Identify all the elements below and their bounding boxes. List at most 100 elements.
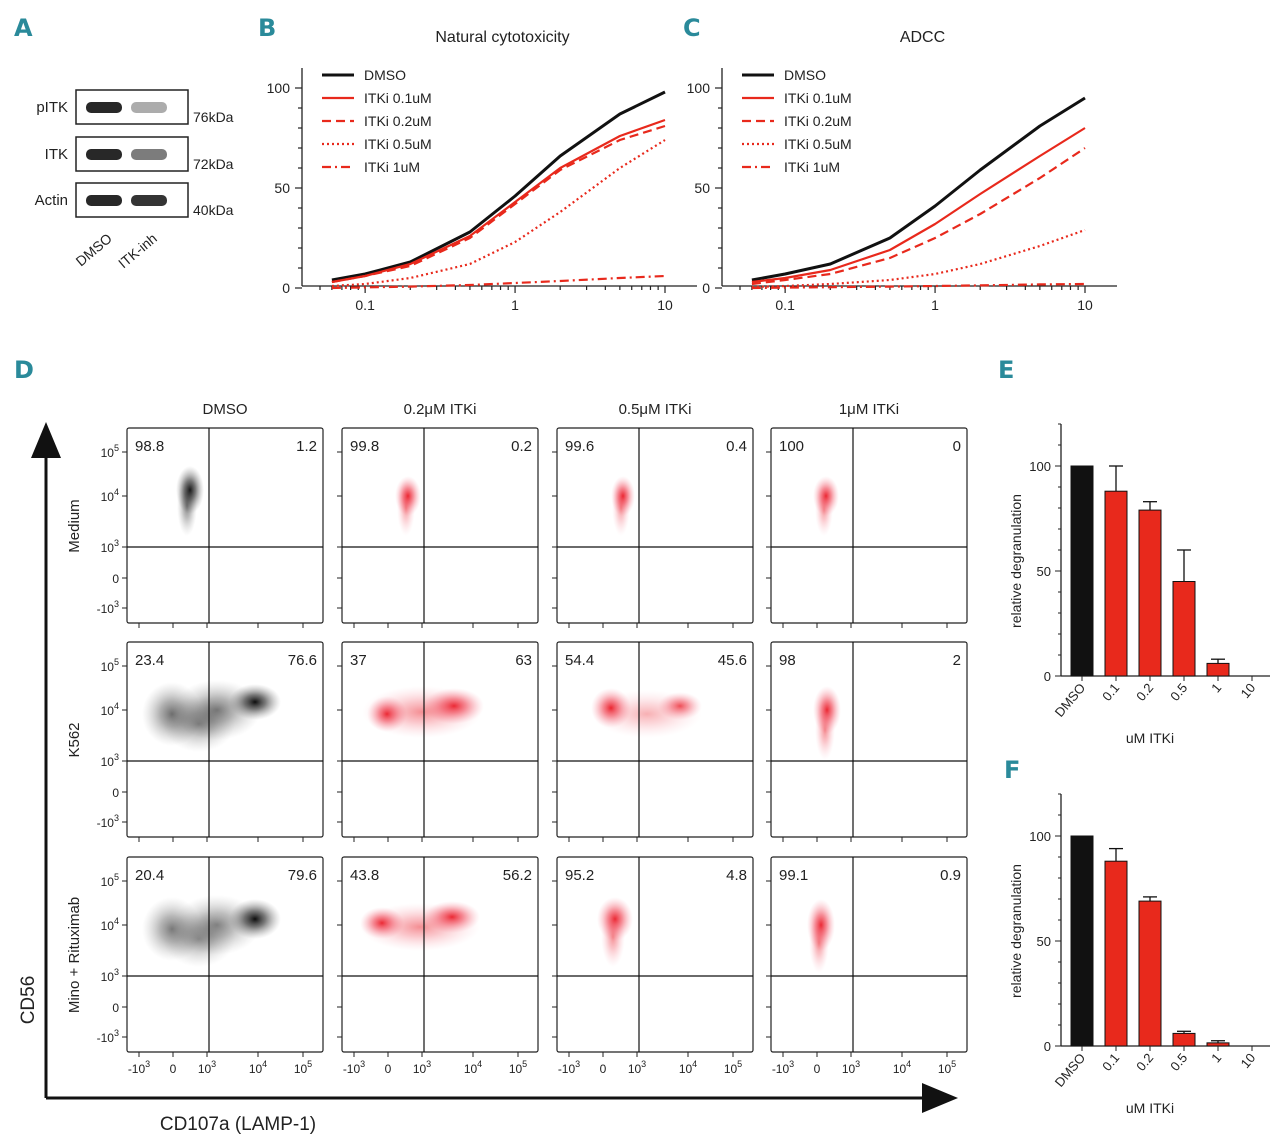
flow-x-tick-exponent: 3 (641, 1059, 646, 1069)
flow-plot (341, 641, 539, 838)
flow-y-tick-base: 10 (101, 541, 115, 555)
blot-row-label: Actin (35, 192, 68, 209)
blot-lane-label: ITK-inh (115, 230, 160, 271)
flow-x-tick-exponent: 4 (477, 1059, 482, 1069)
blot-band (131, 195, 167, 206)
flow-x-tick-label: 105 (294, 1059, 312, 1076)
cd56-axis-label: CD56 (18, 976, 39, 1025)
quadrant-upper-left-value: 37 (350, 652, 367, 669)
flow-y-tick-label: 104 (101, 701, 119, 718)
flow-plot (770, 427, 968, 624)
flow-y-tick-exponent: 3 (114, 538, 119, 548)
flow-y-tick-base: 10 (101, 446, 115, 460)
quadrant-upper-left-value: 99.1 (779, 867, 808, 884)
x-tick-label: 0.5 (1167, 680, 1190, 703)
flow-x-tick-label: -103 (772, 1059, 794, 1076)
flow-x-tick-base: 10 (198, 1062, 212, 1076)
quadrant-upper-left-value: 99.6 (565, 438, 594, 455)
density-blob (163, 911, 235, 967)
flow-x-tick-base: 10 (724, 1062, 738, 1076)
x-axis-label: uM ITKi (1126, 1100, 1174, 1116)
quadrant-upper-right-value: 63 (515, 652, 532, 669)
blot-band (86, 102, 122, 113)
x-tick-label: 0.1 (355, 297, 375, 313)
x-axis-label: uM ITKi (1126, 730, 1174, 746)
flow-x-tick-base: 10 (294, 1062, 308, 1076)
quadrant-upper-right-value: 0.4 (726, 438, 747, 455)
flow-y-tick-exponent: 3 (114, 967, 119, 977)
panel-letter-b: B (258, 14, 276, 42)
panel-letter-d: D (14, 356, 34, 384)
density-blob (815, 700, 835, 760)
flow-plot (341, 427, 539, 624)
flow-y-tick-label: 105 (101, 657, 119, 674)
x-tick-label: DMSO (1052, 1050, 1089, 1090)
density-blob (362, 686, 482, 738)
series-line (751, 96, 1086, 282)
flow-x-tick-label: 105 (938, 1059, 956, 1076)
flow-x-tick-label: -103 (128, 1059, 150, 1076)
degranulation-bar-chart-e: 0 50 100 relative degranulation DMSO 0.1 0.2 0.… (1008, 423, 1270, 746)
flow-column-header: 1μM ITKi (839, 401, 899, 418)
flow-x-tick-label: 104 (464, 1059, 482, 1076)
flow-column-header: DMSO (203, 401, 248, 418)
blot-size-label: 76kDa (193, 109, 234, 125)
x-tick-label: DMSO (1052, 680, 1089, 720)
quadrant-upper-left-value: 98.8 (135, 438, 164, 455)
bar (1138, 509, 1162, 677)
quadrant-upper-right-value: 45.6 (718, 652, 747, 669)
flow-y-tick-label: 103 (101, 538, 119, 555)
flow-x-tick-exponent: 5 (307, 1059, 312, 1069)
flow-y-tick-base: 10 (101, 704, 115, 718)
blot-row-label: ITK (45, 146, 68, 163)
bar (1172, 581, 1196, 677)
quadrant-upper-right-value: 4.8 (726, 867, 747, 884)
flow-y-tick-base: -10 (97, 602, 115, 616)
y-tick-label: 0 (282, 280, 290, 296)
density-blob (397, 480, 415, 536)
x-tick-label: 0.1 (1099, 680, 1122, 703)
x-tick-label: 0.1 (1099, 1050, 1122, 1073)
density-blob (592, 690, 702, 738)
quadrant-upper-left-value: 98 (779, 652, 796, 669)
y-tick-label: 50 (1037, 564, 1051, 579)
flow-x-tick-exponent: 5 (737, 1059, 742, 1069)
blot-band (131, 149, 167, 160)
flow-y-tick-label: 105 (101, 443, 119, 460)
quadrant-upper-right-value: 1.2 (296, 438, 317, 455)
y-axis-label: relative degranulation (1008, 864, 1024, 998)
series-line (331, 118, 666, 284)
density-blob (360, 903, 480, 951)
series-line (331, 139, 666, 288)
y-tick-label: 50 (1037, 934, 1051, 949)
panel-letter-c: C (683, 14, 701, 42)
x-tick-label: 0.5 (1167, 1050, 1190, 1073)
flow-row-header: Mino + Rituximab (66, 897, 83, 1013)
panel-letter-a: A (14, 14, 33, 42)
flow-x-tick-label: -103 (558, 1059, 580, 1076)
x-tick-label: 1 (931, 297, 939, 313)
density-blob (601, 907, 625, 967)
quadrant-upper-right-value: 56.2 (503, 867, 532, 884)
x-tick-label: 0.2 (1133, 680, 1156, 703)
flow-x-tick-base: 10 (509, 1062, 523, 1076)
bar (1206, 662, 1230, 677)
legend-label: DMSO (364, 67, 406, 83)
series-line (751, 127, 1086, 284)
flow-y-tick-label: 0 (112, 786, 119, 800)
flow-y-tick-exponent: 3 (114, 1028, 119, 1038)
natural-cytotoxicity-chart: Natural cytotoxicity 0 50 100 0.1 1 10 DMSO ITKi… (267, 29, 697, 313)
flow-y-tick-exponent: 5 (114, 657, 119, 667)
quadrant-upper-right-value: 76.6 (288, 652, 317, 669)
series-line (751, 282, 1086, 290)
bar (1172, 1032, 1196, 1047)
density-blob (163, 696, 235, 752)
blot-band (86, 149, 122, 160)
y-tick-label: 50 (274, 180, 290, 196)
series-line (331, 90, 666, 282)
y-tick-label: 100 (1029, 459, 1051, 474)
y-tick-label: 50 (694, 180, 710, 196)
flow-y-tick-label: -103 (97, 599, 119, 616)
